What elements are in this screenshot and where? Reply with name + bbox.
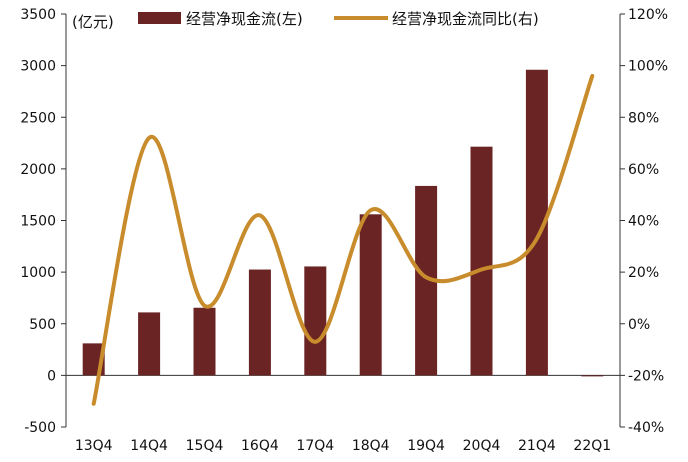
bar bbox=[304, 266, 327, 376]
legend-line-label: 经营净现金流同比(右) bbox=[392, 10, 539, 28]
right-tick-label: -40% bbox=[628, 420, 664, 436]
x-tick-label: 21Q4 bbox=[518, 438, 556, 454]
x-tick-label: 14Q4 bbox=[130, 438, 168, 454]
left-tick-label: 2500 bbox=[20, 110, 56, 126]
x-tick-label: 22Q1 bbox=[573, 438, 611, 454]
bar bbox=[138, 312, 161, 376]
x-tick-label: 13Q4 bbox=[75, 438, 113, 454]
x-axis-labels: 13Q4 14Q4 15Q4 16Q4 17Q4 18Q4 19Q4 20Q4 21Q4 22Q1 bbox=[75, 438, 611, 454]
legend-bar-swatch bbox=[138, 12, 181, 24]
right-tick-label: -20% bbox=[628, 368, 664, 384]
x-tick-label: 15Q4 bbox=[186, 438, 224, 454]
right-tick-label: 80% bbox=[628, 110, 659, 126]
left-tick-label: -500 bbox=[24, 420, 56, 436]
x-tick-label: 20Q4 bbox=[463, 438, 501, 454]
legend-bar-label: 经营净现金流(左) bbox=[186, 10, 303, 28]
bar bbox=[470, 146, 493, 376]
left-tick-label: 1000 bbox=[20, 265, 56, 281]
x-tick-label: 17Q4 bbox=[296, 438, 334, 454]
bar bbox=[248, 269, 271, 376]
right-tick-label: 0% bbox=[628, 317, 650, 333]
line-series bbox=[91, 73, 595, 406]
right-tick-label: 120% bbox=[628, 7, 668, 23]
left-axis: -500 0 500 1000 1500 2000 2500 3000 3500 bbox=[20, 7, 67, 436]
unit-label: (亿元) bbox=[72, 13, 114, 31]
left-tick-label: 2000 bbox=[20, 162, 56, 178]
left-tick-label: 500 bbox=[29, 317, 56, 333]
right-tick-label: 20% bbox=[628, 265, 659, 281]
bar bbox=[525, 69, 548, 376]
bar bbox=[581, 375, 604, 377]
x-tick-label: 19Q4 bbox=[407, 438, 445, 454]
left-tick-label: 3500 bbox=[20, 7, 56, 23]
right-tick-label: 100% bbox=[628, 59, 668, 75]
right-axis: -40% -20% 0% 20% 40% 60% 80% 100% 120% bbox=[619, 7, 668, 436]
bar-series bbox=[82, 69, 604, 377]
bar bbox=[193, 307, 216, 376]
right-tick-label: 60% bbox=[628, 162, 659, 178]
left-tick-label: 0 bbox=[47, 368, 56, 384]
left-tick-label: 3000 bbox=[20, 59, 56, 75]
bar bbox=[359, 214, 382, 376]
yoy-growth-line bbox=[91, 73, 595, 406]
x-tick-label: 16Q4 bbox=[241, 438, 279, 454]
x-tick-label: 18Q4 bbox=[352, 438, 390, 454]
bar bbox=[415, 185, 438, 376]
legend: 经营净现金流(左) 经营净现金流同比(右) bbox=[138, 10, 539, 28]
left-tick-label: 1500 bbox=[20, 214, 56, 230]
right-tick-label: 40% bbox=[628, 214, 659, 230]
